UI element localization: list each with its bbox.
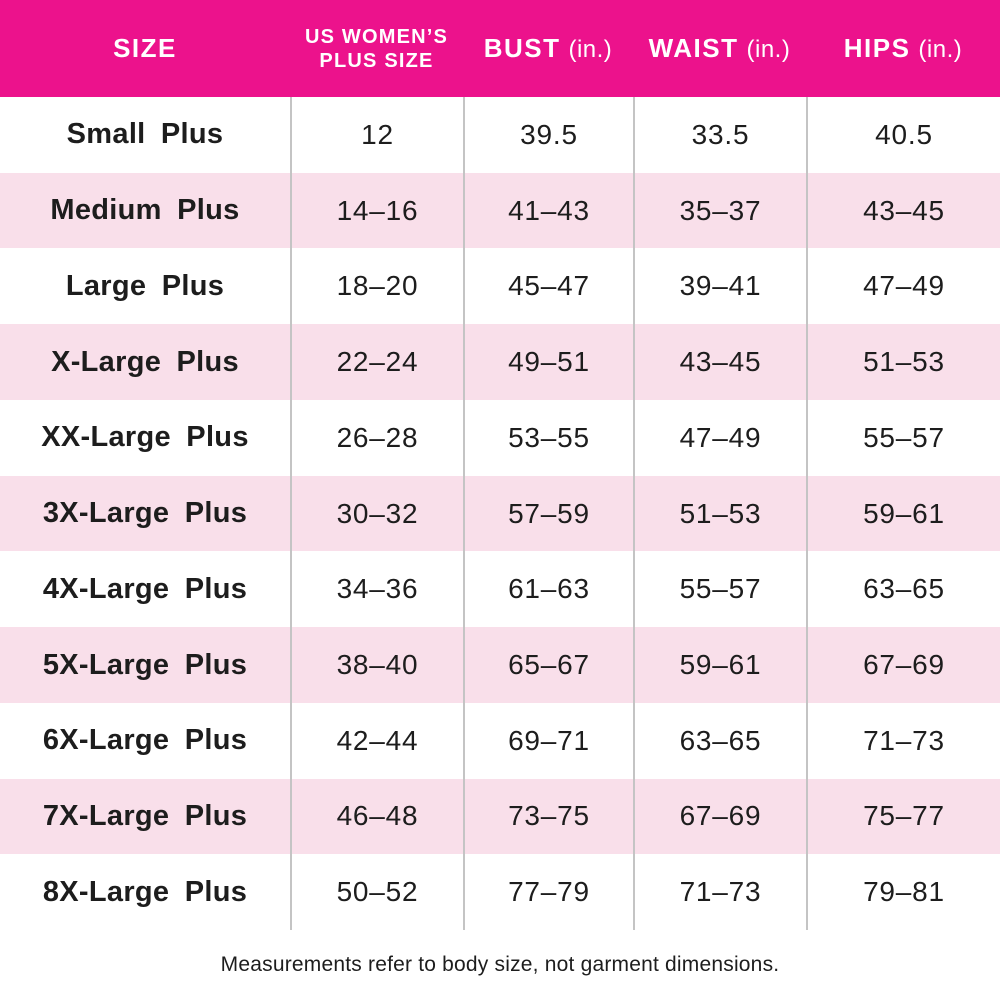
column-header-waist-label: WAIST xyxy=(648,33,739,63)
footnote-area: Measurements refer to body size, not gar… xyxy=(0,930,1000,1000)
hips-cell: 55–57 xyxy=(806,399,1000,476)
column-header-size: SIZE xyxy=(0,0,290,97)
table-row: Medium Plus 14–16 41–43 35–37 43–45 xyxy=(0,172,1000,249)
column-header-hips: HIPS (in.) xyxy=(806,0,1000,97)
waist-cell: 63–65 xyxy=(633,702,806,779)
size-cell: 8X-Large Plus xyxy=(42,875,248,908)
table-row: Small Plus 12 39.5 33.5 40.5 xyxy=(0,97,1000,173)
bust-cell: 57–59 xyxy=(463,475,633,552)
plus-size-cell: 46–48 xyxy=(290,778,463,855)
bust-cell: 41–43 xyxy=(463,172,633,249)
table-row: 5X-Large Plus 38–40 65–67 59–61 67–69 xyxy=(0,627,1000,703)
hips-cell: 67–69 xyxy=(806,627,1000,703)
size-cell: XX-Large Plus xyxy=(41,421,249,454)
size-cell: X-Large Plus xyxy=(51,345,239,378)
table-row: Large Plus 18–20 45–47 39–41 47–49 xyxy=(0,248,1000,325)
table-row: 3X-Large Plus 30–32 57–59 51–53 59–61 xyxy=(0,475,1000,552)
plus-size-cell: 22–24 xyxy=(290,324,463,400)
column-header-plus-size: US WOMEN’S PLUS SIZE xyxy=(290,0,463,97)
bust-cell: 69–71 xyxy=(463,702,633,779)
bust-cell: 53–55 xyxy=(463,399,633,476)
hips-cell: 79–81 xyxy=(806,854,1000,931)
table-row: 8X-Large Plus 50–52 77–79 71–73 79–81 xyxy=(0,854,1000,931)
column-header-bust-label: BUST xyxy=(483,33,561,63)
waist-cell: 71–73 xyxy=(633,854,806,931)
waist-cell: 55–57 xyxy=(633,551,806,628)
hips-cell: 40.5 xyxy=(806,97,1000,173)
hips-cell: 63–65 xyxy=(806,551,1000,628)
column-header-waist: WAIST (in.) xyxy=(633,0,806,97)
size-cell: 4X-Large Plus xyxy=(42,572,248,605)
waist-cell: 67–69 xyxy=(633,778,806,855)
size-cell: 6X-Large Plus xyxy=(42,724,248,757)
plus-size-cell: 30–32 xyxy=(290,475,463,552)
table-row: 7X-Large Plus 46–48 73–75 67–69 75–77 xyxy=(0,778,1000,855)
waist-cell: 35–37 xyxy=(633,172,806,249)
waist-cell: 33.5 xyxy=(633,97,806,173)
hips-cell: 75–77 xyxy=(806,778,1000,855)
column-header-bust: BUST (in.) xyxy=(463,0,633,97)
column-header-bust-unit: (in.) xyxy=(568,36,613,63)
hips-cell: 51–53 xyxy=(806,324,1000,400)
plus-size-cell: 34–36 xyxy=(290,551,463,628)
table-row: X-Large Plus 22–24 49–51 43–45 51–53 xyxy=(0,324,1000,400)
plus-size-cell: 14–16 xyxy=(290,172,463,249)
waist-cell: 47–49 xyxy=(633,399,806,476)
size-cell: 5X-Large Plus xyxy=(42,648,248,681)
table-row: XX-Large Plus 26–28 53–55 47–49 55–57 xyxy=(0,399,1000,476)
bust-cell: 65–67 xyxy=(463,627,633,703)
bust-cell: 73–75 xyxy=(463,778,633,855)
table-row: 6X-Large Plus 42–44 69–71 63–65 71–73 xyxy=(0,702,1000,779)
hips-cell: 47–49 xyxy=(806,248,1000,325)
table-header-row: SIZE US WOMEN’S PLUS SIZE BUST (in.) WAI… xyxy=(0,0,1000,97)
column-header-hips-label: HIPS xyxy=(843,33,911,63)
table-body: Small Plus 12 39.5 33.5 40.5 Medium Plus… xyxy=(0,97,1000,931)
plus-size-cell: 12 xyxy=(290,97,463,173)
hips-cell: 43–45 xyxy=(806,172,1000,249)
bust-cell: 77–79 xyxy=(463,854,633,931)
bust-cell: 49–51 xyxy=(463,324,633,400)
size-cell: Large Plus xyxy=(65,269,225,302)
hips-cell: 71–73 xyxy=(806,702,1000,779)
waist-cell: 43–45 xyxy=(633,324,806,400)
waist-cell: 39–41 xyxy=(633,248,806,325)
bust-cell: 45–47 xyxy=(463,248,633,325)
plus-size-cell: 18–20 xyxy=(290,248,463,325)
column-header-hips-unit: (in.) xyxy=(918,36,963,63)
plus-size-cell: 26–28 xyxy=(290,399,463,476)
column-header-size-label: SIZE xyxy=(113,33,177,63)
table-row: 4X-Large Plus 34–36 61–63 55–57 63–65 xyxy=(0,551,1000,628)
waist-cell: 59–61 xyxy=(633,627,806,703)
plus-size-cell: 42–44 xyxy=(290,702,463,779)
size-cell: Small Plus xyxy=(66,118,224,151)
plus-size-cell: 38–40 xyxy=(290,627,463,703)
size-cell: 3X-Large Plus xyxy=(42,497,248,530)
hips-cell: 59–61 xyxy=(806,475,1000,552)
waist-cell: 51–53 xyxy=(633,475,806,552)
column-header-plus-size-line2: PLUS SIZE xyxy=(319,49,434,72)
footnote-text: Measurements refer to body size, not gar… xyxy=(220,953,780,976)
plus-size-cell: 50–52 xyxy=(290,854,463,931)
size-cell: Medium Plus xyxy=(50,194,240,227)
column-header-plus-size-line1: US WOMEN’S xyxy=(304,25,449,48)
column-header-waist-unit: (in.) xyxy=(746,36,791,63)
size-cell: 7X-Large Plus xyxy=(42,799,248,832)
bust-cell: 39.5 xyxy=(463,97,633,173)
bust-cell: 61–63 xyxy=(463,551,633,628)
